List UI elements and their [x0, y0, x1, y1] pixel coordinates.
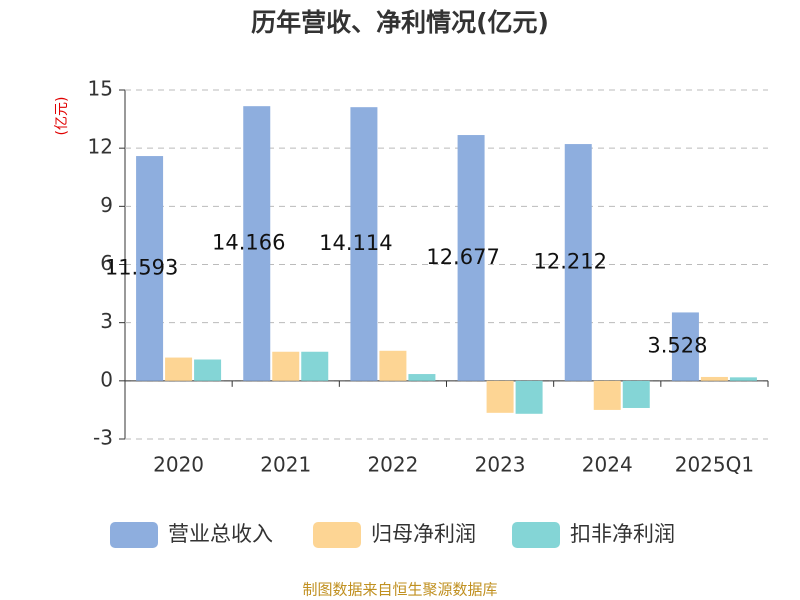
x-tick-label: 2024 — [582, 453, 633, 477]
bar — [671, 312, 699, 381]
legend-swatch — [110, 522, 158, 548]
bar — [486, 380, 514, 413]
data-label: 12.212 — [534, 249, 607, 273]
y-tick-label: -3 — [93, 426, 113, 450]
y-tick-label: 9 — [100, 193, 113, 217]
bar — [301, 351, 329, 381]
data-label: 11.593 — [105, 255, 178, 279]
data-label: 3.528 — [647, 334, 707, 358]
bar — [593, 380, 621, 410]
bar — [515, 380, 543, 414]
bar — [408, 374, 436, 381]
y-tick-label: 0 — [100, 367, 113, 391]
bar — [622, 380, 650, 408]
legend-label: 扣非净利润 — [570, 522, 675, 546]
bar — [272, 351, 300, 381]
y-axis-label: (亿元) — [54, 97, 70, 136]
x-tick-label: 2025Q1 — [675, 453, 754, 477]
bar — [729, 377, 757, 381]
chart-title: 历年营收、净利情况(亿元) — [251, 8, 549, 37]
legend-swatch — [313, 522, 361, 548]
data-label: 14.166 — [212, 231, 285, 255]
data-label: 14.114 — [319, 231, 392, 255]
legend-swatch — [512, 522, 560, 548]
y-tick-label: 6 — [100, 251, 113, 275]
bar — [379, 350, 407, 381]
bar — [457, 135, 485, 381]
x-tick-label: 2022 — [367, 453, 418, 477]
bar — [194, 359, 222, 381]
bar — [136, 156, 164, 381]
data-label: 12.677 — [426, 245, 499, 269]
bar — [165, 357, 193, 381]
x-tick-label: 2023 — [475, 453, 526, 477]
source-note: 制图数据来自恒生聚源数据库 — [302, 581, 497, 599]
bar — [350, 107, 378, 381]
bar — [700, 376, 728, 381]
x-tick-label: 2021 — [260, 453, 311, 477]
bar — [243, 106, 271, 381]
x-tick-label: 2020 — [153, 453, 204, 477]
legend-label: 归母净利润 — [371, 522, 476, 546]
y-tick-label: 15 — [88, 77, 113, 101]
y-tick-label: 3 — [100, 309, 113, 333]
bar — [564, 144, 592, 381]
y-tick-label: 12 — [88, 135, 113, 159]
legend-label: 营业总收入 — [168, 522, 273, 546]
